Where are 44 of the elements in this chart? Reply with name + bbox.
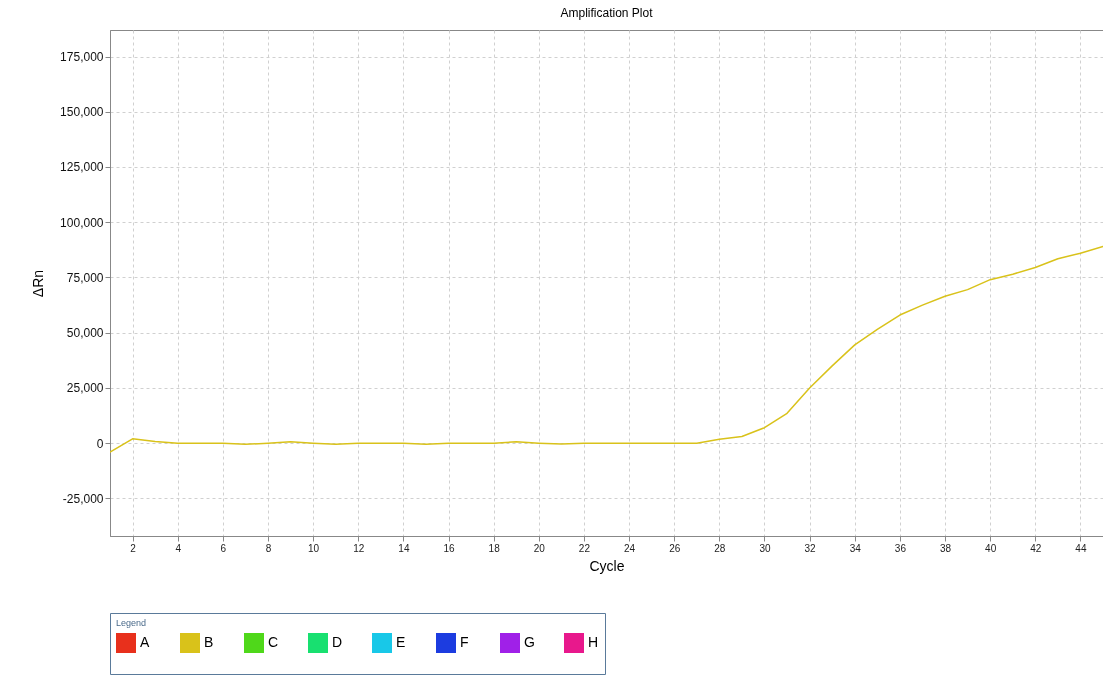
x-tick-label: 4: [175, 542, 182, 554]
x-tick-label: 6: [220, 542, 227, 554]
legend-label: A: [140, 634, 150, 650]
chart-title: Amplification Plot: [560, 6, 654, 20]
x-tick-label: 26: [669, 542, 681, 554]
x-tick-label: 42: [1030, 542, 1042, 554]
y-tick-label: 125,000: [60, 160, 104, 175]
x-tick-label: 16: [443, 542, 456, 554]
legend-label: G: [524, 634, 535, 650]
x-tick-label: 2: [130, 542, 137, 554]
y-axis-title: ΔRn: [30, 269, 47, 298]
y-tick-label: 0: [96, 436, 104, 451]
y-tick-label: 100,000: [60, 215, 104, 230]
legend-label: D: [332, 634, 343, 650]
x-tick-label: 38: [939, 542, 952, 554]
x-tick-label: 32: [804, 542, 817, 554]
y-tick-label: 150,000: [60, 105, 104, 120]
legend-label: E: [396, 634, 406, 650]
legend-label: B: [204, 634, 214, 650]
x-tick-label: 34: [849, 542, 862, 554]
x-tick-label: 18: [488, 542, 501, 554]
legend-label: C: [268, 634, 279, 650]
y-tick-label: 25,000: [66, 381, 104, 396]
legend-label: F: [460, 634, 469, 650]
legend-label: H: [588, 634, 599, 650]
line-series: [110, 245, 1103, 453]
x-tick-label: 14: [398, 542, 410, 554]
x-tick-label: 12: [353, 542, 365, 554]
x-axis-title: Cycle: [589, 557, 625, 574]
x-tick-label: 40: [985, 542, 997, 554]
y-tick-label: -25,000: [62, 491, 104, 506]
legend-title: Legend: [116, 618, 147, 628]
x-tick-label: 10: [308, 542, 320, 554]
x-tick-label: 24: [624, 542, 636, 554]
x-tick-label: 36: [894, 542, 907, 554]
y-tick-label: 75,000: [66, 270, 104, 285]
y-tick-label: 175,000: [60, 50, 104, 65]
x-tick-label: 30: [759, 542, 771, 554]
x-tick-label: 44: [1075, 542, 1087, 554]
x-tick-label: 22: [578, 542, 591, 554]
x-tick-label: 28: [714, 542, 726, 554]
y-tick-label: 50,000: [66, 326, 104, 341]
x-tick-label: 8: [265, 542, 272, 554]
x-tick-label: 20: [533, 542, 546, 554]
